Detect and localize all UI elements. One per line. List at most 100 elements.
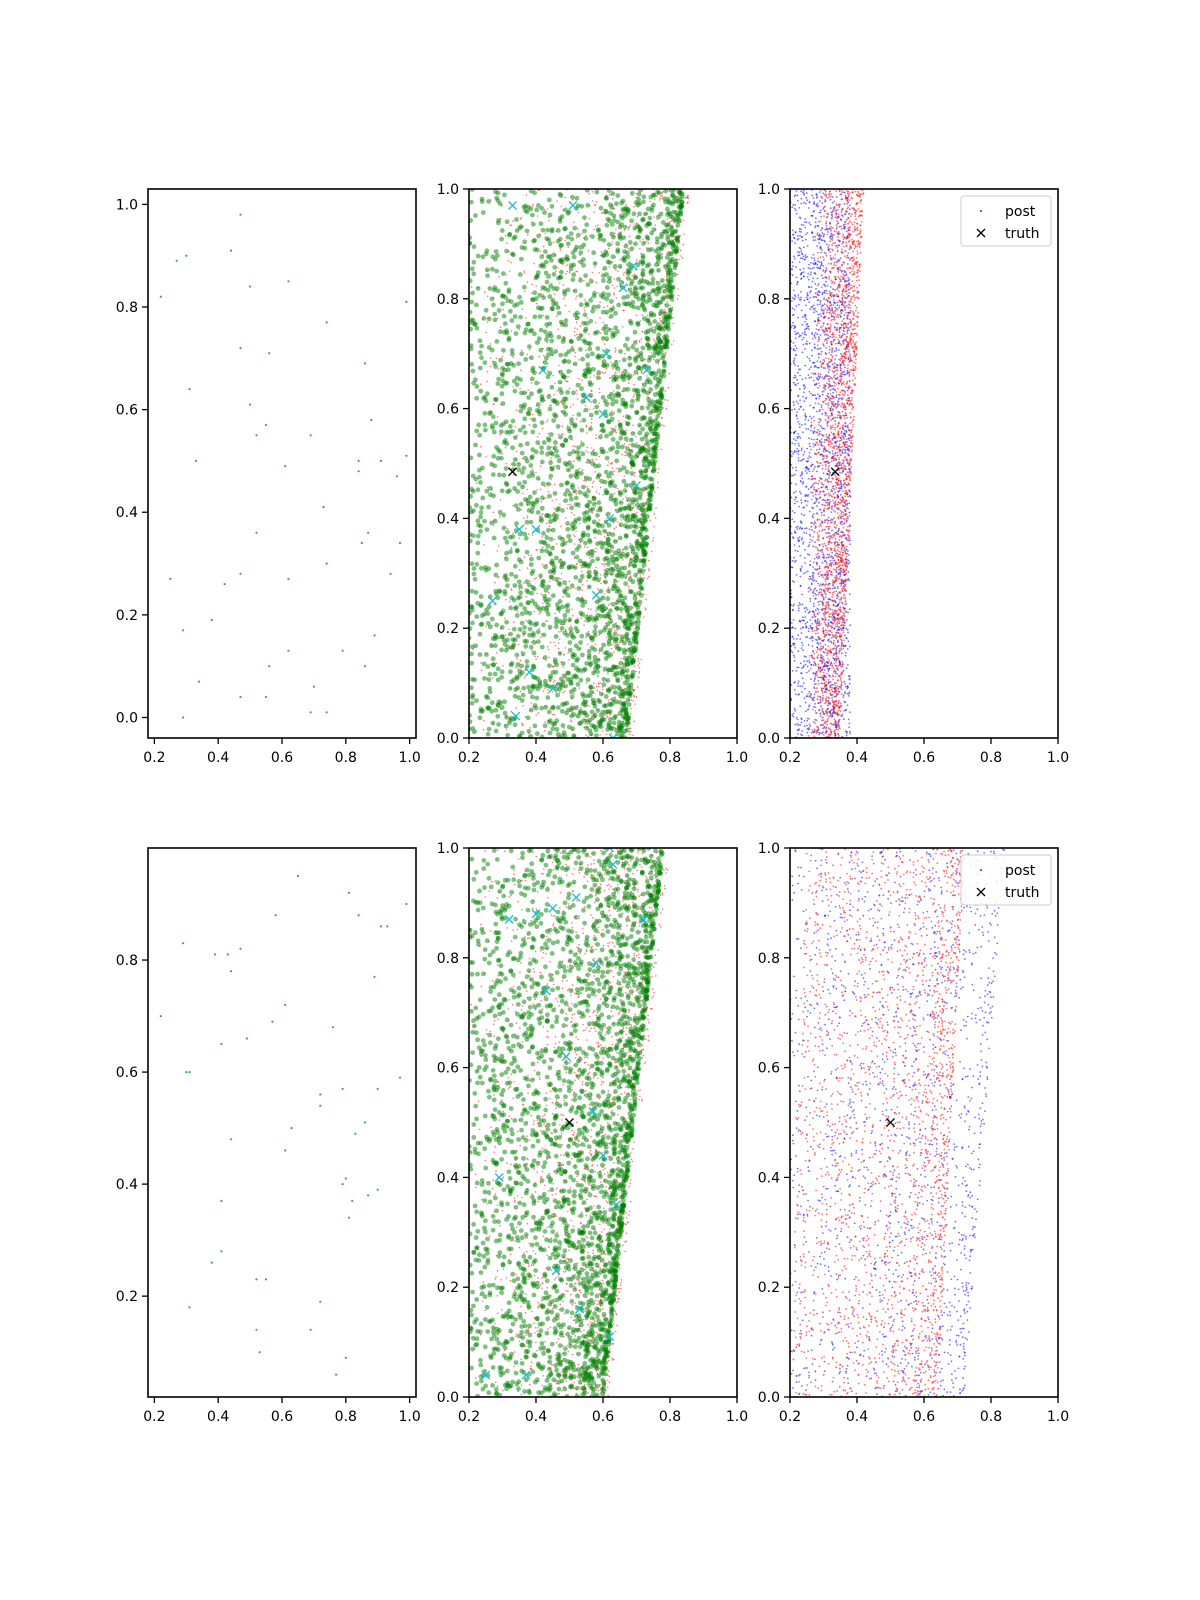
sample-point-green	[527, 626, 533, 632]
post-point-red	[529, 418, 531, 420]
post-point-blue	[801, 603, 804, 606]
post-point-red	[504, 634, 507, 636]
post-point-blue	[832, 234, 835, 236]
sample-point-green	[649, 208, 655, 213]
sample-point-green	[563, 318, 569, 324]
post-point-blue	[819, 265, 822, 268]
post-point-red	[628, 731, 631, 733]
sample-point-green	[603, 330, 609, 336]
post-point-blue	[801, 257, 804, 260]
post-point-red	[504, 234, 507, 237]
sample-point-green	[630, 398, 635, 404]
post-point-red	[639, 320, 641, 322]
sample-point-green	[611, 427, 616, 433]
post-point-red	[496, 576, 499, 579]
sample-point-green	[499, 634, 505, 639]
sample-point-green	[504, 219, 510, 225]
sample-point-green	[529, 355, 534, 361]
sample-point-green	[470, 620, 475, 626]
post-point-red	[559, 503, 561, 505]
post-point-red	[683, 233, 685, 235]
sample-point-green	[610, 334, 616, 339]
sample-point-green	[489, 708, 495, 714]
sample-point-green	[598, 712, 604, 718]
sample-point-green	[634, 443, 640, 449]
sample-point-green	[563, 352, 569, 357]
post-point-blue	[794, 333, 797, 336]
sample-point-green	[561, 399, 566, 405]
sample-point-green	[617, 232, 623, 237]
data-point	[325, 562, 328, 565]
post-point-red	[543, 730, 546, 732]
sample-point-green	[474, 561, 480, 567]
post-point-red	[621, 371, 623, 373]
post-point-red	[557, 267, 559, 269]
sample-point-green	[665, 206, 670, 212]
sample-point-green	[611, 697, 616, 702]
sample-point-green	[580, 612, 586, 617]
post-point-red	[616, 487, 619, 490]
sample-point-green	[611, 664, 616, 670]
sample-point-green	[558, 434, 563, 440]
post-point-red	[657, 471, 659, 474]
post-point-blue	[791, 651, 794, 654]
sample-point-green	[554, 718, 560, 724]
post-point-red	[632, 700, 634, 702]
post-point-red	[611, 198, 614, 200]
sample-point-green	[576, 445, 581, 450]
post-point-red	[531, 468, 534, 470]
sample-point-green	[504, 330, 510, 336]
sample-point-green	[530, 585, 536, 590]
post-point-red	[588, 333, 590, 335]
sample-point-green	[604, 570, 609, 576]
sample-point-green	[574, 195, 580, 201]
sample-point-green	[657, 410, 662, 416]
sample-point-green	[569, 505, 574, 511]
post-point-red	[552, 374, 555, 377]
post-point-blue	[846, 506, 848, 509]
sample-point-green	[614, 573, 620, 578]
post-point-red	[604, 371, 607, 374]
post-point-red	[588, 234, 591, 237]
data-point	[395, 475, 398, 478]
post-point-red	[630, 730, 632, 733]
cyan-marker	[598, 409, 608, 419]
sample-point-green	[669, 233, 675, 238]
sample-point-green	[645, 206, 651, 212]
sample-point-green	[523, 644, 529, 649]
sample-point-green	[570, 705, 576, 711]
sample-point-green	[595, 346, 601, 351]
sample-point-green	[526, 395, 531, 400]
sample-point-green	[591, 519, 597, 525]
post-point-red	[592, 408, 595, 410]
y-tick-label: 0.4	[116, 505, 138, 521]
sample-point-green	[578, 333, 584, 338]
sample-point-green	[515, 489, 520, 494]
sample-point-green	[554, 555, 559, 561]
sample-point-green	[499, 455, 504, 461]
sample-point-green	[648, 310, 654, 316]
sample-point-green	[513, 503, 519, 508]
post-point-blue	[806, 232, 809, 234]
sample-point-green	[667, 200, 672, 206]
sample-point-green	[510, 637, 516, 642]
sample-point-green	[570, 633, 575, 639]
sample-point-green	[630, 669, 636, 675]
post-point-blue	[822, 208, 825, 210]
sample-point-green	[508, 549, 513, 555]
sample-point-green	[637, 376, 642, 381]
post-point-red	[630, 707, 633, 710]
post-point-blue	[817, 356, 820, 359]
post-point-red	[613, 470, 615, 473]
sample-point-green	[553, 413, 559, 419]
post-point-red	[668, 221, 671, 223]
sample-point-green	[606, 561, 611, 567]
sample-point-green	[567, 538, 573, 543]
sample-point-green	[585, 202, 591, 208]
post-point-red	[519, 659, 522, 662]
post-point-red	[599, 734, 601, 736]
post-point-red	[555, 498, 558, 501]
sample-point-green	[634, 524, 639, 530]
post-point-blue	[791, 265, 794, 268]
sample-point-green	[661, 353, 667, 358]
